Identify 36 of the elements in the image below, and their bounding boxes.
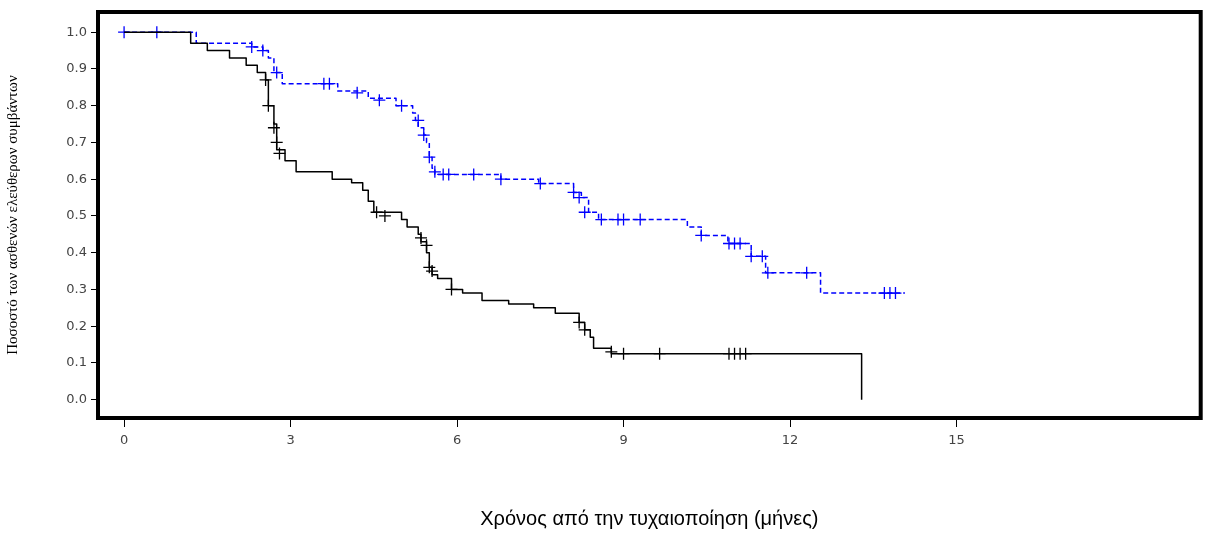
y-tick-label: 1.0 bbox=[66, 23, 87, 39]
point bbox=[428, 165, 442, 179]
point bbox=[594, 212, 608, 227]
y-tick-label: 0.6 bbox=[66, 170, 87, 186]
y-tick-label: 0.5 bbox=[66, 207, 87, 223]
point bbox=[272, 146, 287, 161]
point bbox=[372, 93, 387, 107]
y-tick-label: 0.0 bbox=[66, 391, 87, 406]
x-tick-label: 15 bbox=[948, 432, 965, 448]
y-tick-label: 0.1 bbox=[66, 354, 87, 370]
y-tick-label: 0.7 bbox=[66, 133, 87, 149]
x-axis-title: Χρόνος από την τυχαιοποίηση (μήνες) bbox=[480, 506, 819, 529]
y-tick-label: 0.3 bbox=[66, 280, 87, 296]
point bbox=[467, 167, 481, 182]
y-tick-label: 0.4 bbox=[66, 244, 87, 260]
point bbox=[744, 249, 758, 263]
point bbox=[578, 205, 592, 219]
point bbox=[350, 86, 364, 100]
y-tick-label: 0.2 bbox=[66, 317, 87, 333]
y-tick-label: 0.9 bbox=[66, 60, 87, 76]
point bbox=[733, 236, 747, 251]
point bbox=[417, 128, 431, 142]
y-axis-title: Ποσοστό των ασθενών ελεύθερων συμβάντων bbox=[3, 75, 20, 355]
point bbox=[604, 345, 618, 359]
point bbox=[425, 264, 439, 278]
point bbox=[442, 167, 456, 182]
x-tick-label: 6 bbox=[452, 432, 462, 448]
y-tick-label: 0.8 bbox=[66, 97, 87, 113]
point bbox=[800, 266, 814, 280]
point bbox=[694, 228, 708, 243]
point bbox=[270, 65, 284, 80]
x-tick-label: 9 bbox=[619, 432, 628, 448]
point bbox=[494, 172, 508, 186]
x-tick-label: 3 bbox=[286, 432, 295, 448]
x-tick-label: 0 bbox=[119, 432, 129, 448]
x-tick-label: 12 bbox=[781, 432, 799, 448]
